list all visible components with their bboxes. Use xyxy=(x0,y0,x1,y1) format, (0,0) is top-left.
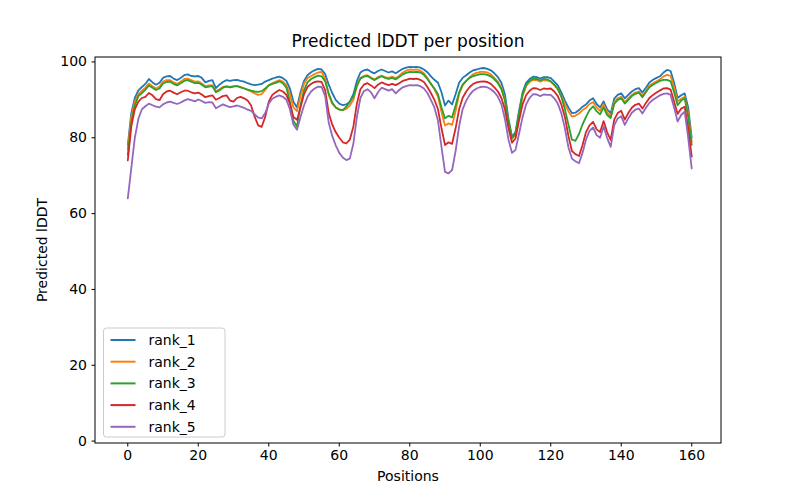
y-axis-label: Predicted lDDT xyxy=(34,197,50,302)
x-axis-tick-label: 60 xyxy=(330,447,348,463)
x-axis-tick-label: 40 xyxy=(260,447,278,463)
y-axis-tick-label: 20 xyxy=(69,357,87,373)
legend-label-rank_2: rank_2 xyxy=(149,354,196,370)
x-axis-tick-label: 160 xyxy=(678,447,705,463)
x-axis-label: Positions xyxy=(377,468,439,484)
x-axis-tick-label: 80 xyxy=(401,447,419,463)
y-axis-tick-label: 40 xyxy=(69,281,87,297)
chart-title: Predicted lDDT per position xyxy=(292,31,525,51)
chart-canvas: 0 20 40 60 80 100 120 140 160 0 20 40 60 80 100 Predict… xyxy=(0,0,800,500)
x-axis-tick-label: 0 xyxy=(123,447,132,463)
legend-label-rank_5: rank_5 xyxy=(149,419,196,435)
plddt-chart-figure: 0 20 40 60 80 100 120 140 160 0 20 40 60 80 100 Predict… xyxy=(0,0,800,500)
y-axis-tick-label: 100 xyxy=(60,53,87,69)
x-axis-tick-label: 140 xyxy=(608,447,635,463)
legend-label-rank_3: rank_3 xyxy=(149,375,196,391)
x-axis-tick-label: 100 xyxy=(467,447,494,463)
y-axis-tick-label: 60 xyxy=(69,205,87,221)
legend-label-rank_4: rank_4 xyxy=(149,397,196,413)
x-axis-tick-label: 120 xyxy=(537,447,564,463)
x-axis-tick-label: 20 xyxy=(189,447,207,463)
y-axis-tick-label: 0 xyxy=(78,433,87,449)
y-axis-tick-label: 80 xyxy=(69,129,87,145)
legend-label-rank_1: rank_1 xyxy=(149,332,196,348)
